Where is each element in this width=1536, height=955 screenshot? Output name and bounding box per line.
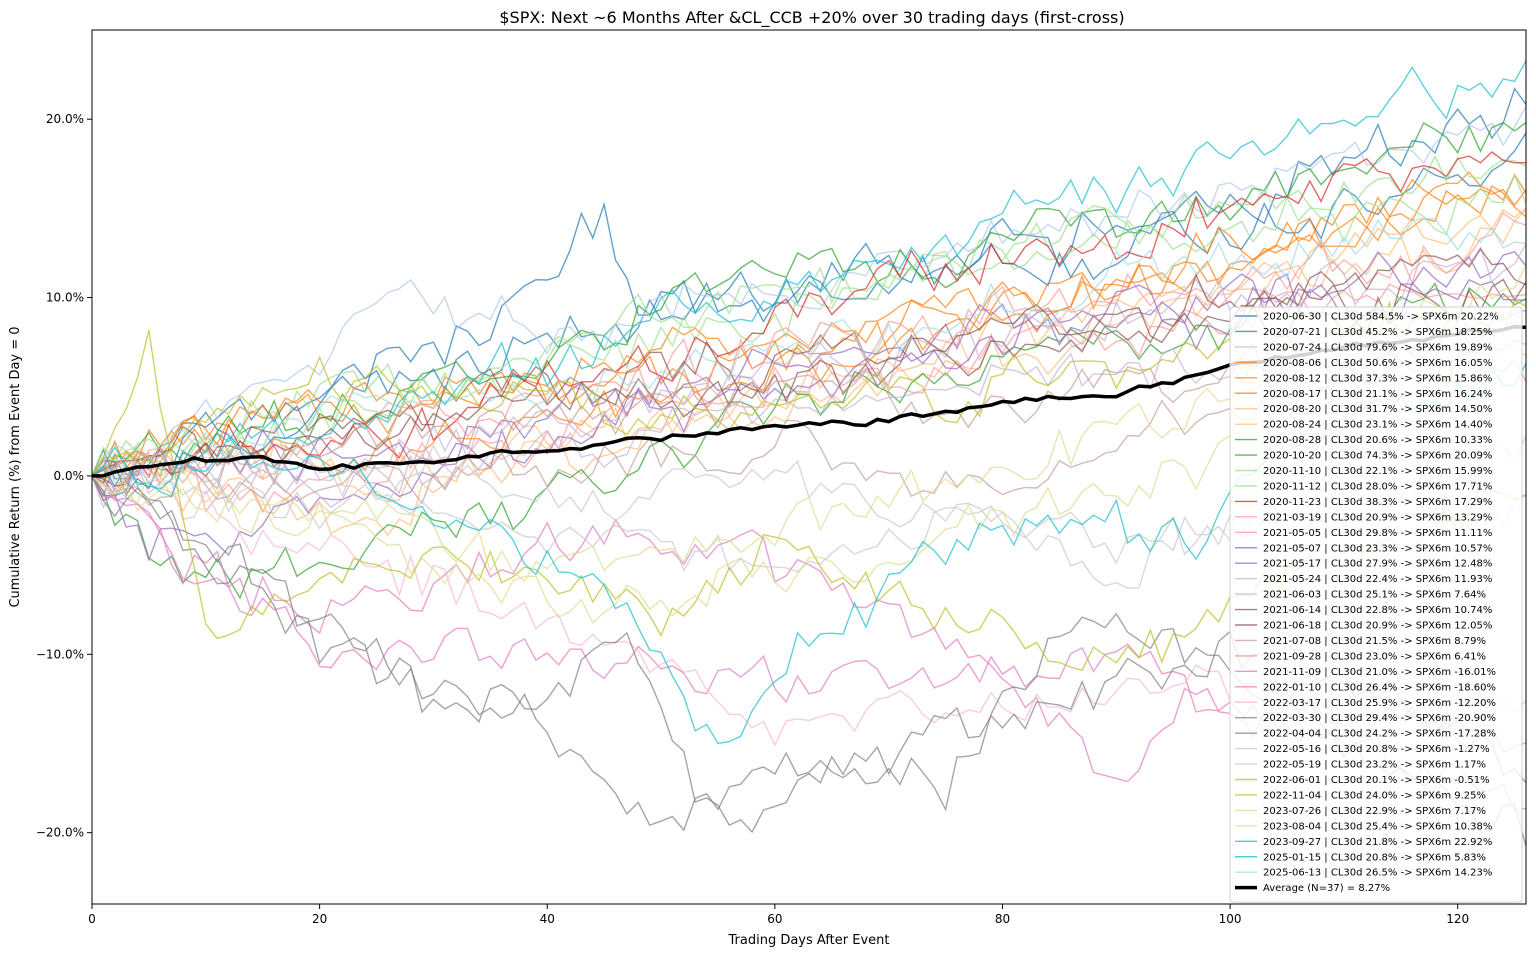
legend-entry: 2020-08-20 | CL30d 31.7% -> SPX6m 14.50% (1263, 404, 1492, 415)
series-line (92, 217, 1526, 484)
x-tick-label: 40 (540, 912, 555, 926)
legend-entry: 2020-07-21 | CL30d 45.2% -> SPX6m 18.25% (1263, 327, 1492, 338)
legend-entry: 2021-05-07 | CL30d 23.3% -> SPX6m 10.57% (1263, 543, 1492, 554)
legend-entry: 2023-08-04 | CL30d 25.4% -> SPX6m 10.38% (1263, 821, 1492, 832)
series-line (92, 209, 1526, 537)
legend-entry: Average (N=37) = 8.27% (1263, 883, 1390, 894)
legend-entry: 2023-07-26 | CL30d 22.9% -> SPX6m 7.17% (1263, 806, 1486, 817)
y-tick-label: 0.0% (54, 469, 85, 483)
legend-entry: 2020-11-23 | CL30d 38.3% -> SPX6m 17.29% (1263, 497, 1492, 508)
legend-entry: 2022-01-10 | CL30d 26.4% -> SPX6m -18.60… (1263, 682, 1496, 693)
legend-entry: 2022-04-04 | CL30d 24.2% -> SPX6m -17.28… (1263, 729, 1496, 740)
x-tick-label: 20 (312, 912, 327, 926)
series-line (92, 171, 1526, 477)
legend-entry: 2020-11-10 | CL30d 22.1% -> SPX6m 15.99% (1263, 466, 1492, 477)
series-line (92, 60, 1526, 490)
legend-entry: 2020-07-24 | CL30d 79.6% -> SPX6m 19.89% (1263, 342, 1492, 353)
legend-entry: 2021-06-18 | CL30d 20.9% -> SPX6m 12.05% (1263, 621, 1492, 632)
legend-entry: 2022-06-01 | CL30d 20.1% -> SPX6m -0.51% (1263, 775, 1490, 786)
series-line (92, 151, 1526, 479)
legend-entry: 2025-06-13 | CL30d 26.5% -> SPX6m 14.23% (1263, 868, 1492, 879)
legend-entry: 2020-08-24 | CL30d 23.1% -> SPX6m 14.40% (1263, 420, 1492, 431)
chart-title: $SPX: Next ~6 Months After &CL_CCB +20% … (499, 8, 1124, 28)
legend-entry: 2021-09-28 | CL30d 23.0% -> SPX6m 6.41% (1263, 651, 1486, 662)
y-tick-label: −20.0% (36, 826, 84, 840)
x-axis-label: Trading Days After Event (728, 933, 890, 948)
x-tick-label: 60 (767, 912, 782, 926)
y-tick-label: −10.0% (36, 647, 84, 661)
x-tick-label: 0 (88, 912, 96, 926)
legend-entry: 2022-03-30 | CL30d 29.4% -> SPX6m -20.90… (1263, 713, 1496, 724)
legend-box (1229, 306, 1523, 903)
legend-entry: 2020-08-17 | CL30d 21.1% -> SPX6m 16.24% (1263, 389, 1492, 400)
legend-entry: 2020-10-20 | CL30d 74.3% -> SPX6m 20.09% (1263, 451, 1492, 462)
legend-entry: 2021-05-24 | CL30d 22.4% -> SPX6m 11.93% (1263, 574, 1492, 585)
series-line (92, 132, 1526, 480)
legend-entry: 2021-06-14 | CL30d 22.8% -> SPX6m 10.74% (1263, 605, 1492, 616)
legend-entry: 2020-08-06 | CL30d 50.6% -> SPX6m 16.05% (1263, 358, 1492, 369)
legend-entry: 2020-08-12 | CL30d 37.3% -> SPX6m 15.86% (1263, 373, 1492, 384)
series-line (92, 247, 1526, 487)
series-line (92, 211, 1526, 488)
legend-entry: 2020-06-30 | CL30d 584.5% -> SPX6m 20.22… (1263, 312, 1499, 323)
legend-entry: 2023-09-27 | CL30d 21.8% -> SPX6m 22.92% (1263, 837, 1492, 848)
legend-entry: 2021-03-19 | CL30d 20.9% -> SPX6m 13.29% (1263, 512, 1492, 523)
legend-entry: 2022-05-19 | CL30d 23.2% -> SPX6m 1.17% (1263, 760, 1486, 771)
series-line (92, 250, 1526, 498)
legend-entry: 2020-11-12 | CL30d 28.0% -> SPX6m 17.71% (1263, 481, 1492, 492)
x-tick-label: 80 (995, 912, 1010, 926)
series-line (92, 105, 1526, 477)
legend-entry: 2021-05-05 | CL30d 29.8% -> SPX6m 11.11% (1263, 528, 1492, 539)
legend-entry: 2021-05-17 | CL30d 27.9% -> SPX6m 12.48% (1263, 559, 1492, 570)
legend-entry: 2020-08-28 | CL30d 20.6% -> SPX6m 10.33% (1263, 435, 1492, 446)
legend-entry: 2022-05-16 | CL30d 20.8% -> SPX6m -1.27% (1263, 744, 1490, 755)
legend-entry: 2022-03-17 | CL30d 25.9% -> SPX6m -12.20… (1263, 698, 1496, 709)
legend: 2020-06-30 | CL30d 584.5% -> SPX6m 20.22… (1229, 306, 1523, 903)
y-tick-label: 10.0% (46, 291, 84, 305)
legend-entry: 2025-01-15 | CL30d 20.8% -> SPX6m 5.83% (1263, 852, 1486, 863)
plot-frame (91, 29, 1527, 905)
legend-entry: 2021-06-03 | CL30d 25.1% -> SPX6m 7.64% (1263, 590, 1486, 601)
legend-entry: 2022-11-04 | CL30d 24.0% -> SPX6m 9.25% (1263, 790, 1486, 801)
series-line (92, 243, 1526, 509)
legend-entry: 2021-07-08 | CL30d 21.5% -> SPX6m 8.79% (1263, 636, 1486, 647)
series-line (92, 178, 1526, 483)
y-tick-label: 20.0% (46, 112, 84, 126)
series-line (92, 270, 1526, 497)
legend-entry: 2021-11-09 | CL30d 21.0% -> SPX6m -16.01… (1263, 667, 1496, 678)
y-axis-label: Cumulative Return (%) from Event Day = 0 (8, 326, 23, 607)
x-tick-label: 120 (1446, 912, 1469, 926)
series-line (92, 207, 1526, 502)
x-tick-label: 100 (1219, 912, 1242, 926)
